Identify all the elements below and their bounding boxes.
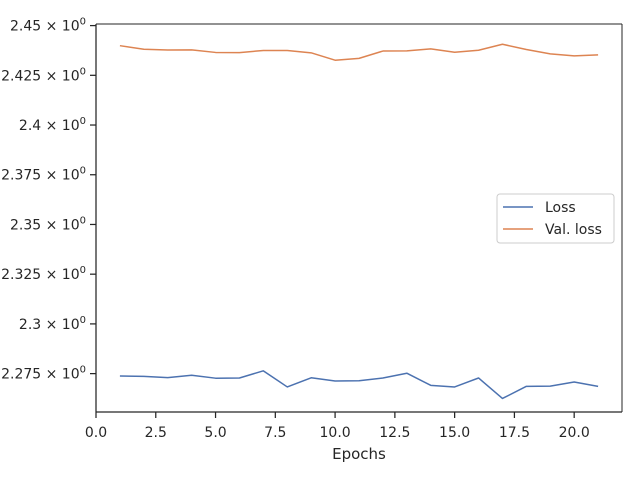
- y-tick-exponent: 0: [80, 17, 86, 28]
- x-tick-label: 2.5: [145, 425, 167, 441]
- y-tick-exponent: 0: [80, 265, 86, 276]
- x-tick-label: 15.0: [439, 425, 470, 441]
- y-tick-mantissa: 2.3 × 10: [19, 317, 80, 333]
- series-line-loss: [119, 370, 599, 400]
- axes-layer: [95, 23, 623, 413]
- y-tick-mantissa: 2.375 × 10: [1, 168, 80, 184]
- y-tick-mantissa: 2.35 × 10: [10, 217, 80, 233]
- x-axis-title: Epochs: [332, 445, 386, 463]
- y-tick-label: 2.4 × 100: [19, 116, 86, 134]
- y-tick-label: 2.325 × 100: [1, 265, 86, 283]
- legend-label: Loss: [545, 200, 576, 216]
- y-tick-mantissa: 2.325 × 10: [1, 267, 80, 283]
- series-layer: [119, 43, 599, 400]
- legend: Loss Val. loss: [496, 193, 615, 244]
- y-tick-label: 2.45 × 100: [10, 17, 86, 35]
- y-tick-exponent: 0: [80, 365, 86, 376]
- y-tick-mantissa: 2.425 × 10: [1, 68, 80, 84]
- y-tick-label: 2.35 × 100: [10, 215, 86, 233]
- x-tick-label: 12.5: [379, 425, 410, 441]
- x-tick-label: 5.0: [204, 425, 226, 441]
- x-tick-label: 17.5: [499, 425, 530, 441]
- y-tick-label: 2.375 × 100: [1, 166, 86, 184]
- y-tick-label: 2.3 × 100: [19, 315, 86, 333]
- y-tick-exponent: 0: [80, 215, 86, 226]
- y-tick-exponent: 0: [80, 66, 86, 77]
- series-line-val-loss: [119, 43, 599, 61]
- y-tick-mantissa: 2.45 × 10: [10, 19, 80, 35]
- x-tick-label: 0.0: [85, 425, 107, 441]
- x-tick-label: 10.0: [320, 425, 351, 441]
- y-tick-mantissa: 2.4 × 10: [19, 118, 80, 134]
- legend-label: Val. loss: [545, 222, 602, 238]
- y-tick-exponent: 0: [80, 315, 86, 326]
- ticks-layer: 0.0 2.5 5.0 7.5 10.0 12.5 15.0 17.5 20.0 2.275 × …: [1, 17, 590, 441]
- y-tick-exponent: 0: [80, 166, 86, 177]
- y-tick-label: 2.275 × 100: [1, 365, 86, 383]
- x-tick-label: 20.0: [559, 425, 590, 441]
- y-tick-label: 2.425 × 100: [1, 66, 86, 84]
- x-tick-label: 7.5: [264, 425, 286, 441]
- y-tick-mantissa: 2.275 × 10: [1, 367, 80, 383]
- y-tick-exponent: 0: [80, 116, 86, 127]
